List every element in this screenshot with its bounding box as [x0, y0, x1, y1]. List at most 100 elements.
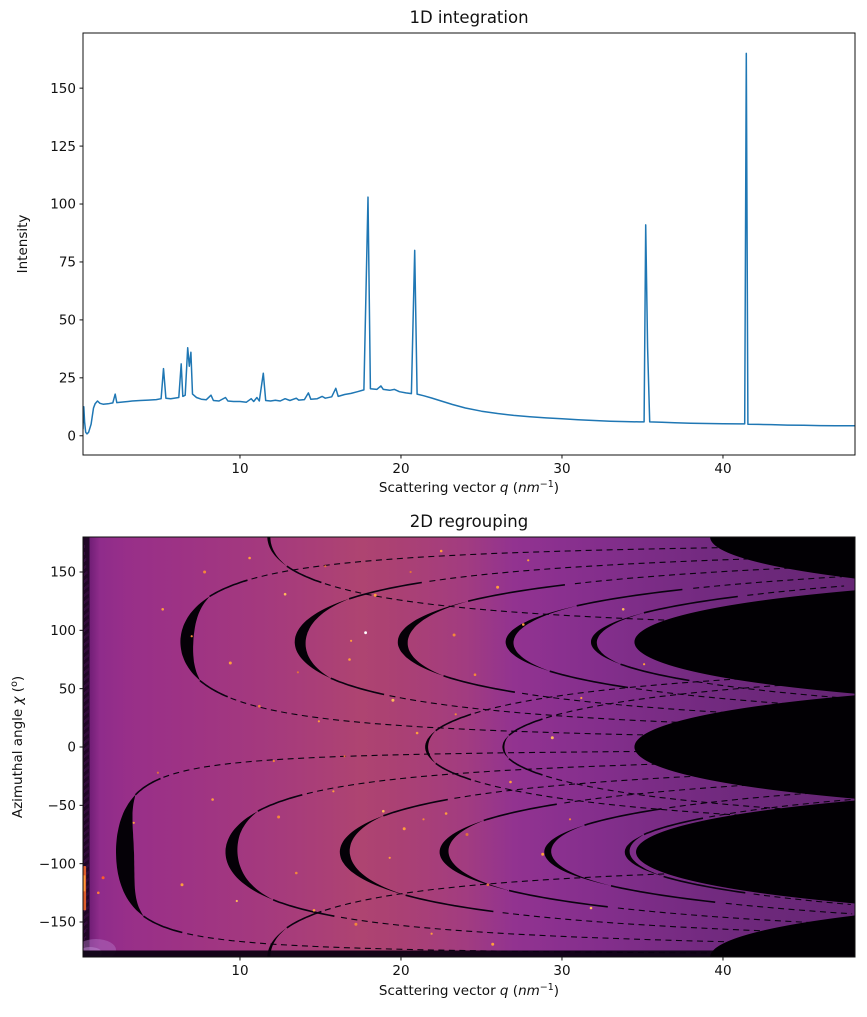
- gap-arc-tail: [663, 875, 746, 894]
- plot1-ticks: 10 20 30 40 0 25 50 75 100 125 150: [50, 81, 731, 477]
- gap-arc-tail-dashed: [474, 780, 842, 822]
- plot2-y-tick-label: −150: [39, 915, 76, 931]
- bragg-spot: [190, 635, 193, 638]
- bragg-spot: [486, 883, 490, 886]
- bragg-spot: [439, 549, 443, 553]
- bragg-spot: [97, 891, 100, 895]
- bragg-spot: [473, 673, 477, 676]
- gap-arc-tail: [405, 894, 494, 913]
- plot1-y-tick-label: 125: [50, 139, 76, 155]
- plot1-x-tick-label: 30: [553, 461, 570, 477]
- gap-arc-crescent: [180, 596, 210, 681]
- plot1-y-tick-label: 100: [50, 197, 76, 213]
- gap-arc-tail-dashed: [324, 583, 855, 627]
- plot1-xlabel-part: Scattering vector: [379, 480, 500, 496]
- gap-arc-tail-dashed: [747, 585, 845, 596]
- bragg-spot: [541, 852, 545, 856]
- bragg-spot: [161, 608, 164, 611]
- gap-arc-tail-dashed: [696, 681, 845, 699]
- bragg-spot: [312, 909, 316, 912]
- plot2-y-tick-label: 150: [50, 565, 76, 581]
- bragg-spot: [452, 633, 456, 637]
- gap-arc-crescent: [624, 834, 664, 877]
- bragg-spot: [228, 661, 232, 665]
- gap-arc-tail: [383, 798, 448, 817]
- bragg-spot: [272, 759, 275, 763]
- plot2-xlabel-part: (: [509, 983, 519, 999]
- plot1-x-tick-label: 20: [392, 461, 409, 477]
- plot1-title: 1D integration: [409, 8, 529, 27]
- bragg-spot: [324, 565, 327, 568]
- plot1-frame: [82, 32, 856, 456]
- gap-arc-tail-dashed: [474, 672, 842, 714]
- gap-arc-tail-dashed: [574, 565, 834, 585]
- gap-arc-tail: [348, 581, 422, 600]
- plot2-y-tick-label: 100: [50, 623, 76, 639]
- plot2-ylabel-part: ): [10, 676, 26, 681]
- plot1-xlabel-part: nm: [518, 480, 540, 496]
- plot2-y-tick-label: −100: [39, 856, 76, 872]
- bragg-spot: [364, 631, 367, 635]
- beamstop-streak-hot: [83, 875, 86, 892]
- gap-arc-crescent: [425, 730, 436, 764]
- plot2-y-tick-label: 50: [59, 681, 76, 697]
- plot2-ylabel-part: o: [9, 681, 20, 687]
- gap-arc-crescent: [267, 537, 287, 567]
- gap-arc-tail: [143, 915, 183, 934]
- gap-arc-tail: [286, 565, 322, 584]
- gap-arc-tail-dashed: [429, 556, 817, 582]
- gap-arc-tail-dashed: [546, 775, 855, 814]
- plot1-xlabel-part: (: [509, 480, 519, 496]
- bragg-spot: [415, 731, 419, 735]
- gap-arc-tail: [508, 889, 608, 908]
- gap-arc-tail: [209, 579, 248, 598]
- bragg-spot: [332, 790, 335, 793]
- bragg-spot: [388, 856, 391, 859]
- gap-arc-tail: [435, 713, 472, 732]
- bragg-spot: [580, 696, 583, 700]
- gap-arc-crescent: [502, 735, 509, 759]
- plot1-x-tick-label: 10: [231, 461, 248, 477]
- plot2-x-tick-label: 20: [392, 963, 409, 979]
- plot2-x-tick-label: 40: [714, 963, 731, 979]
- bragg-spot: [382, 809, 385, 813]
- bragg-spot: [235, 899, 238, 903]
- plot2-xlabel: Scattering vector q (nm−1): [379, 982, 559, 999]
- gap-arc-tail-dashed: [617, 907, 848, 925]
- gap-arc-tail: [443, 675, 516, 693]
- plot2-ylabel-part: Azimuthal angle: [10, 704, 26, 818]
- gap-arc-tail-dashed: [693, 576, 843, 589]
- bragg-spot: [295, 871, 298, 875]
- gap-arc-crescent: [294, 598, 350, 679]
- plot1-y-tick-label: 0: [67, 428, 76, 444]
- bragg-spot: [296, 671, 299, 674]
- plot1-x-tick-label: 40: [714, 461, 731, 477]
- bragg-spot: [568, 818, 572, 821]
- bragg-spots: [97, 549, 646, 946]
- bragg-spot: [409, 570, 412, 574]
- gap-arc-tail-dashed: [725, 902, 853, 915]
- gap-arc-tail: [584, 808, 662, 826]
- module-gap-arcs: [116, 537, 855, 957]
- bragg-spot: [101, 876, 105, 880]
- bragg-spot: [491, 942, 495, 946]
- bragg-spot: [454, 713, 457, 716]
- gap-arc-tail: [549, 670, 629, 689]
- bragg-spot: [373, 593, 377, 597]
- bragg-spot: [203, 570, 207, 574]
- left-noise-strip: [83, 537, 90, 957]
- bragg-spot: [180, 883, 184, 887]
- bragg-spot: [422, 818, 425, 821]
- bragg-spot: [589, 906, 593, 910]
- gap-arc-tail-dashed: [502, 912, 842, 935]
- gap-arc-tail: [508, 718, 543, 736]
- gap-arc-tail: [620, 663, 690, 682]
- plot2-x-tick-label: 10: [231, 963, 248, 979]
- gap-arc-tail: [286, 910, 322, 929]
- gap-arc-tail: [199, 679, 229, 698]
- gap-arc-crescent: [116, 794, 144, 917]
- integration-curve: [83, 52, 855, 435]
- bragg-spot: [343, 755, 346, 758]
